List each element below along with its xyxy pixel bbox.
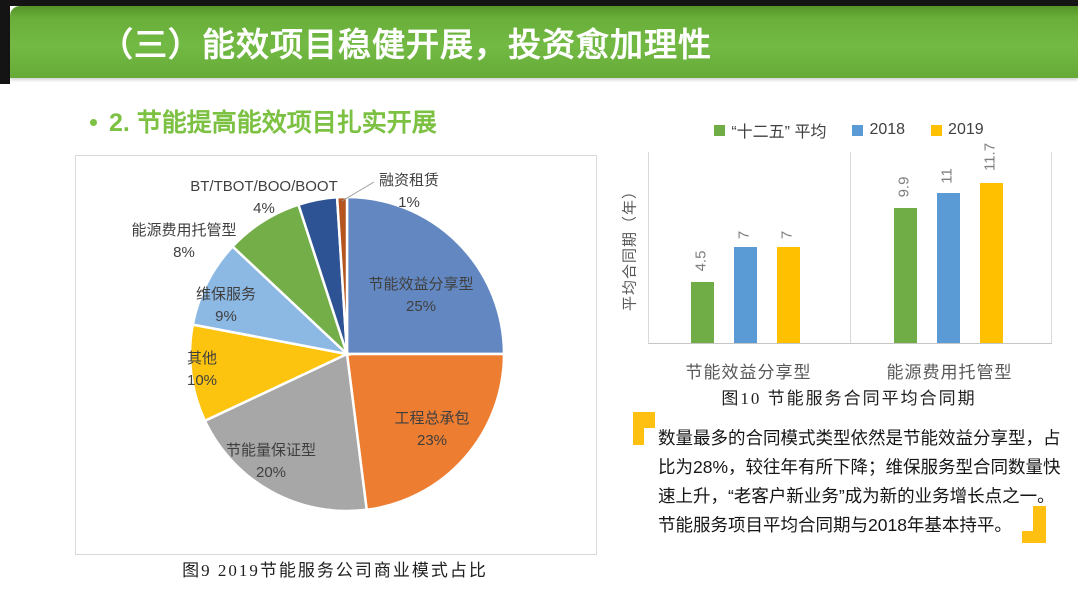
figure9-caption: 图9 2019节能服务公司商业模式占比 [182,561,488,580]
bar-value-label: 9.9 [895,176,913,198]
bar-value-label: 11.7 [981,143,999,172]
pie-slice-label: 其他 10% [187,348,217,392]
bar-value-label: 7 [778,230,796,239]
bar-节能效益分享型-2019 [776,247,800,343]
pie-slice-name: 工程总承包 [394,410,470,427]
bar-节能效益分享型-2018 [733,247,757,343]
legend-label: “十二五” 平均 [731,124,827,141]
pie-slice-name: 节能量保证型 [225,442,317,459]
summary-note: 数量最多的合同模式类型依然是节能效益分享型，占 比为28%，较往年有所下降；维保… [630,406,1062,571]
pie-slice-name: 能源费用托管型 [131,222,237,239]
pie-slice-percent: 10% [186,372,218,389]
legend-swatch-icon [714,124,726,136]
pie-chart-panel: 节能效益分享型 25% 工程总承包 23% 节能量保证型 20% 其他 10% 维保服务 9% 能源… [75,155,597,555]
bar-value-label: 11 [938,168,956,184]
pie-slice-label: 工程总承包 23% [394,408,469,452]
pie-slice-label: 维保服务 9% [196,284,256,328]
y-axis-label: 平均合同期（年） [621,182,639,312]
pie-slice-label: BT/TBOT/BOO/BOOT 4% [190,176,338,220]
pie-slice-label: 融资租赁 1% [379,170,439,214]
pie-slice-2 [203,352,369,513]
pie-slice-name: 维保服务 [195,286,257,303]
legend-item: “十二五” 平均 [714,118,826,142]
pie-slice-name: 融资租赁 [378,172,440,189]
pie-slice-percent: 20% [255,464,287,481]
subtitle-text: 2. 节能提高能效项目扎实开展 [109,109,437,137]
legend-item: 2019 [931,121,984,139]
pie-slice-percent: 9% [215,308,237,325]
leader-line [341,181,375,202]
bar-节能效益分享型-“十二五” 平均 [690,282,714,343]
pie-slice-3 [188,323,352,423]
pie-slice-percent: 8% [173,244,195,261]
pie-slice-4 [191,244,351,357]
letterbox-top [0,0,1078,6]
pie-slice-name: BT/TBOT/BOO/BOOT [190,178,338,195]
pie-chart [188,181,506,513]
note-line: 数量最多的合同模式类型依然是节能效益分享型，占 [658,428,1061,448]
bar-plot-area [648,152,1052,344]
bar-chart: “十二五” 平均 2018 2019 平均合同期（年） 节能效益分享型 4.5 7 7 能源… [620,112,1078,412]
legend-swatch-icon [931,124,943,136]
letterbox-left [0,0,10,84]
pie-slice-7 [335,195,349,355]
legend-label: 2018 [869,121,906,138]
note-line: 速上升，“老客户新业务”成为新的业务增长点之一。 [658,486,1055,506]
corner-bracket-top-left-icon [633,412,655,445]
pie-slice-percent: 4% [253,200,275,217]
pie-slice-1 [345,352,506,512]
bar-value-label: 7 [735,230,753,239]
corner-bracket-bottom-right-icon [1022,506,1046,543]
bullet-icon [90,119,97,126]
pie-slice-percent: 23% [416,432,448,449]
pie-slice-percent: 1% [398,194,420,211]
legend-label: 2019 [948,121,984,138]
pie-slice-label: 节能量保证型 20% [226,440,316,484]
bar-能源费用托管型-2018 [936,193,960,343]
pie-slice-label: 节能效益分享型 25% [368,274,473,318]
bar-能源费用托管型-“十二五” 平均 [893,208,917,343]
pie-slice-percent: 25% [405,298,437,315]
legend-item: 2018 [852,121,905,139]
pie-slice-name: 节能效益分享型 [368,276,474,293]
note-line: 节能服务项目平均合同期与2018年基本持平。 [658,515,1012,535]
pie-slice-0 [345,195,506,356]
note-text: 数量最多的合同模式类型依然是节能效益分享型，占 比为28%，较往年有所下降；维保… [658,424,1061,540]
category-divider [850,152,851,343]
legend-swatch-icon [852,124,864,136]
category-label: 能源费用托管型 [886,363,1013,382]
note-line: 比为28%，较往年有所下降；维保服务型合同数量快 [658,457,1061,477]
bar-chart-legend: “十二五” 平均 2018 2019 [648,118,1050,142]
figure10-caption: 图10 节能服务合同平均合同期 [721,389,977,408]
section-subtitle: 2. 节能提高能效项目扎实开展 [90,103,437,139]
bar-value-label: 4.5 [692,250,710,272]
category-label: 节能效益分享型 [685,363,812,382]
bar-能源费用托管型-2019 [979,183,1003,343]
page-title: （三）能效项目稳健开展，投资愈加理性 [100,26,712,63]
pie-slice-name: 其他 [186,350,217,367]
slide-header: （三）能效项目稳健开展，投资愈加理性 [10,6,1078,78]
pie-slice-label: 能源费用托管型 8% [131,220,236,264]
